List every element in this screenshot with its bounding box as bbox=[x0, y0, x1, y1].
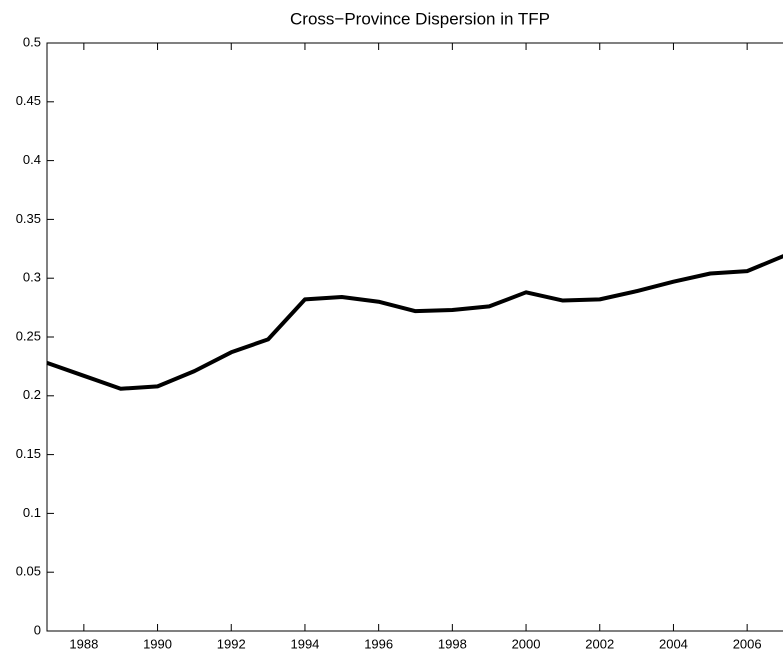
y-tick-label: 0.45 bbox=[16, 93, 41, 108]
y-tick-label: 0.4 bbox=[23, 152, 41, 167]
x-tick-label: 1994 bbox=[290, 636, 319, 651]
y-tick-label: 0.25 bbox=[16, 328, 41, 343]
y-tick-label: 0.3 bbox=[23, 270, 41, 285]
y-tick-label: 0.1 bbox=[23, 505, 41, 520]
y-tick-label: 0.35 bbox=[16, 211, 41, 226]
chart-title: Cross−Province Dispersion in TFP bbox=[290, 9, 550, 28]
y-tick-label: 0.15 bbox=[16, 446, 41, 461]
x-tick-label: 1998 bbox=[438, 636, 467, 651]
y-tick-label: 0 bbox=[34, 622, 41, 637]
x-tick-label: 2000 bbox=[512, 636, 541, 651]
x-tick-label: 2006 bbox=[733, 636, 762, 651]
x-tick-label: 2004 bbox=[659, 636, 688, 651]
x-tick-label: 2002 bbox=[585, 636, 614, 651]
x-tick-label: 1992 bbox=[217, 636, 246, 651]
x-tick-label: 1996 bbox=[364, 636, 393, 651]
data-line bbox=[46, 254, 783, 391]
y-tick-label: 0.05 bbox=[16, 564, 41, 579]
y-tick-label: 0.2 bbox=[23, 387, 41, 402]
plot-frame bbox=[46, 42, 783, 632]
x-tick-label: 1990 bbox=[143, 636, 172, 651]
x-tick-label: 1988 bbox=[69, 636, 98, 651]
y-tick-label: 0.5 bbox=[23, 34, 41, 49]
